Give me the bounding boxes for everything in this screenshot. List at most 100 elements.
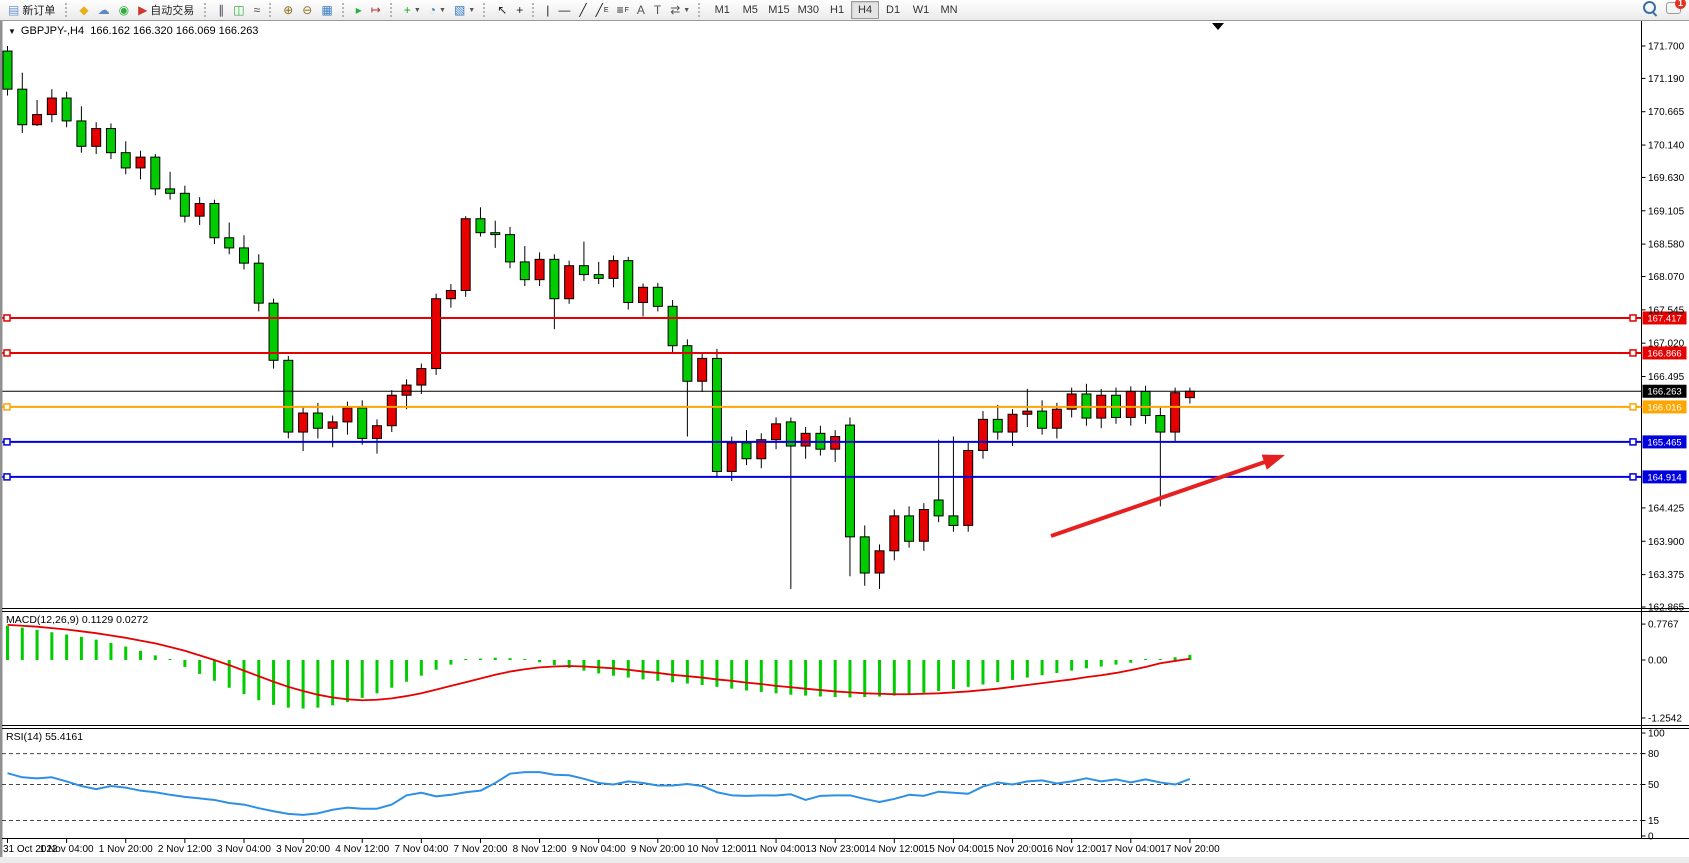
chart-canvas[interactable]: 167.417 166.866 166.263 166.016 165.465 164.9… (0, 20, 1689, 863)
line-chart-icon: ≈ (253, 3, 261, 17)
vertical-line-button[interactable]: | (542, 0, 554, 20)
svg-text:163.375: 163.375 (1648, 570, 1685, 581)
svg-text:0.00: 0.00 (1648, 656, 1668, 667)
svg-text:17 Nov 04:00: 17 Nov 04:00 (1101, 844, 1161, 855)
periods-button[interactable]: ◔ ▼ (425, 0, 450, 20)
periods-button-dropdown-icon[interactable]: ▼ (439, 6, 446, 14)
new-order-button[interactable]: ▤ 新订单 (4, 0, 61, 20)
zoom-out-button[interactable]: ⊖ (298, 0, 317, 20)
zoom-out-icon: ⊖ (302, 3, 313, 17)
indicators-button[interactable]: + ▼ (400, 0, 425, 20)
signals-icon: ◉ (118, 3, 130, 17)
svg-text:17 Nov 20:00: 17 Nov 20:00 (1160, 844, 1220, 855)
crosshair-button[interactable]: + (512, 0, 528, 20)
arrows-button[interactable]: ⇄ ▼ (666, 0, 694, 20)
tile-windows-button[interactable]: ▦ (317, 0, 337, 20)
rsi-indicator-label: RSI(14) 55.4161 (6, 731, 84, 743)
horizontal-line-button[interactable]: — (554, 0, 575, 20)
svg-text:3 Nov 04:00: 3 Nov 04:00 (217, 844, 271, 855)
community-button[interactable]: ☁ (94, 0, 115, 20)
new-order-icon: ▤ (8, 3, 20, 17)
svg-text:50: 50 (1648, 780, 1660, 791)
chart-shift-button[interactable]: ↦ (367, 0, 386, 20)
templates-button[interactable]: ▧ ▼ (450, 0, 479, 20)
indicators-icon: + (403, 3, 411, 17)
svg-text:9 Nov 04:00: 9 Nov 04:00 (572, 844, 626, 855)
search-icon[interactable] (1643, 1, 1656, 14)
chart-shift-marker[interactable] (1212, 23, 1224, 30)
chat-icon[interactable]: 1 (1666, 0, 1686, 14)
timeframe-m1-button[interactable]: M1 (714, 4, 730, 16)
bar-chart-icon: ∥ (218, 3, 225, 17)
text-icon: A (636, 3, 645, 17)
svg-text:166.866: 166.866 (1647, 348, 1681, 359)
timeframe-mn-button[interactable]: MN (940, 4, 958, 16)
templates-button-dropdown-icon[interactable]: ▼ (468, 6, 476, 14)
trend-arrow[interactable] (1050, 454, 1285, 538)
timeframe-m5-button[interactable]: M5 (742, 4, 758, 16)
auto-scroll-icon: ▸ (355, 3, 362, 17)
timeframe-m15-button[interactable]: M15 (768, 4, 790, 16)
svg-text:31 Oct 2022: 31 Oct 2022 (3, 844, 58, 855)
auto-scroll-button[interactable]: ▸ (352, 0, 367, 20)
resistance-line-2-handle (3, 349, 11, 357)
trendline-button[interactable]: ╱ (575, 0, 591, 20)
timeframe-h1-button[interactable]: H1 (830, 4, 845, 16)
notification-badge: 1 (1675, 0, 1686, 9)
text-label-icon: T (653, 3, 662, 17)
fibonacci-icon: ≡ (616, 3, 624, 17)
support-line-1-price-badge (1642, 435, 1687, 449)
fibonacci-button[interactable]: ≡ F (613, 0, 633, 20)
toolbar-separator (269, 3, 276, 17)
line-chart-button[interactable]: ≈ (250, 0, 266, 20)
toolbar-separator (65, 3, 72, 17)
text-button[interactable]: A (633, 0, 650, 20)
indicators-button-dropdown-icon[interactable]: ▼ (413, 6, 421, 14)
svg-text:169.630: 169.630 (1648, 173, 1685, 184)
cursor-button[interactable]: ↖ (493, 0, 512, 20)
zoom-in-button[interactable]: ⊕ (279, 0, 298, 20)
cursor-icon: ↖ (497, 3, 508, 17)
timeframe-h4-button[interactable]: H4 (851, 1, 880, 19)
autotrade-button[interactable]: ▶ 自动交易 (134, 0, 200, 20)
toolbar-separator (204, 3, 211, 17)
svg-text:8 Nov 12:00: 8 Nov 12:00 (513, 844, 567, 855)
timeframe-m30-button[interactable]: M30 (797, 4, 820, 16)
orange-level-line-handle (1629, 403, 1637, 411)
svg-text:80: 80 (1648, 749, 1660, 760)
tile-windows-icon: ▦ (321, 3, 333, 17)
resistance-line-1-handle (3, 314, 11, 322)
macd-pane (6, 623, 1192, 709)
bar-chart-button[interactable]: ∥ (214, 0, 229, 20)
horizontal-lines[interactable]: 167.417 166.866 166.263 166.016 165.465 164.9… (2, 311, 1687, 484)
text-label-button[interactable]: T (650, 0, 666, 20)
rsi-line (7, 771, 1191, 816)
macd-signal-line (7, 623, 1191, 702)
svg-text:166.016: 166.016 (1647, 402, 1681, 413)
svg-text:-1.2542: -1.2542 (1648, 714, 1682, 725)
timeframe-d1-button[interactable]: D1 (886, 4, 901, 16)
resistance-line-1-price-badge (1642, 311, 1687, 325)
candlestick-chart-button[interactable]: ◫ (229, 0, 249, 20)
svg-text:166.495: 166.495 (1648, 372, 1685, 383)
autotrade-button-label: 自动交易 (150, 5, 195, 17)
metaeditor-button[interactable]: ◆ (75, 0, 93, 20)
svg-text:15: 15 (1648, 816, 1660, 827)
timeframe-w1-button[interactable]: W1 (912, 4, 930, 16)
svg-text:13 Nov 23:00: 13 Nov 23:00 (805, 844, 865, 855)
toolbar-right: 1 (1643, 0, 1686, 14)
symbol-ohlc-text: GBPJPY-,H4 166.162 166.320 166.069 166.2… (20, 25, 259, 37)
channel-icon: ╱ (595, 3, 603, 17)
toolbar: ▤ 新订单 ◆ ☁ ◉ ▶ 自动交易 ∥ ◫ ≈ ⊕ ⊖ ▦ ▸ ↦ + ▼ ◔ ▼ ▧ ▼ ↖ + | — ╱ ╱ E ≡ F A T ⇄ ▼ M… (0, 0, 1689, 21)
symbol-dropdown-icon[interactable]: ▼ (8, 26, 16, 36)
signals-button[interactable]: ◉ (115, 0, 134, 20)
orange-level-line-price-badge (1642, 400, 1687, 414)
arrows-button-dropdown-icon[interactable]: ▼ (683, 6, 691, 14)
svg-text:171.190: 171.190 (1648, 74, 1685, 85)
support-line-2-handle (3, 473, 11, 481)
equidistant-channel-button[interactable]: ╱ E (592, 0, 613, 20)
svg-text:1 Nov 04:00: 1 Nov 04:00 (40, 844, 94, 855)
candles (2, 46, 1195, 589)
